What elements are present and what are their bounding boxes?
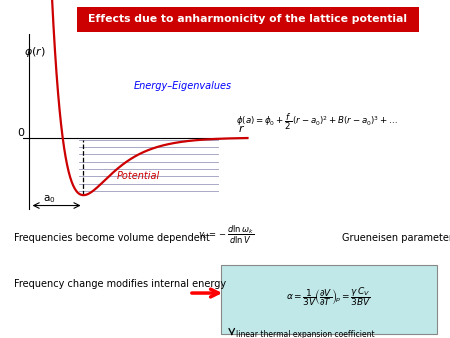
Text: linear thermal expansion coefficient: linear thermal expansion coefficient <box>236 330 375 338</box>
Text: Energy–Eigenvalues: Energy–Eigenvalues <box>134 80 232 91</box>
FancyBboxPatch shape <box>220 265 436 334</box>
Text: a$_0$: a$_0$ <box>43 193 56 205</box>
Text: $\phi(r)$: $\phi(r)$ <box>24 45 45 59</box>
Text: Frequency change modifies internal energy: Frequency change modifies internal energ… <box>14 279 225 289</box>
Text: Potential: Potential <box>117 171 160 181</box>
Text: $\phi(a)=\phi_0+\dfrac{f}{2}\,(r-a_0)^2+B(r-a_0)^3+\ldots$: $\phi(a)=\phi_0+\dfrac{f}{2}\,(r-a_0)^2+… <box>236 111 398 132</box>
Text: Grueneisen parameter: Grueneisen parameter <box>342 233 450 243</box>
Text: $\alpha = \dfrac{1}{3V}\!\left(\dfrac{\partial V}{\partial T}\right)_{\!p} = \df: $\alpha = \dfrac{1}{3V}\!\left(\dfrac{\p… <box>286 286 371 308</box>
Text: Frequencies become volume dependent: Frequencies become volume dependent <box>14 233 209 243</box>
Text: $\gamma_k = -\dfrac{d\ln\omega_k}{d\ln V}$: $\gamma_k = -\dfrac{d\ln\omega_k}{d\ln V… <box>198 224 254 246</box>
Text: Effects due to anharmonicity of the lattice potential: Effects due to anharmonicity of the latt… <box>88 15 407 24</box>
Text: r: r <box>238 124 243 134</box>
Text: 0: 0 <box>17 128 24 139</box>
